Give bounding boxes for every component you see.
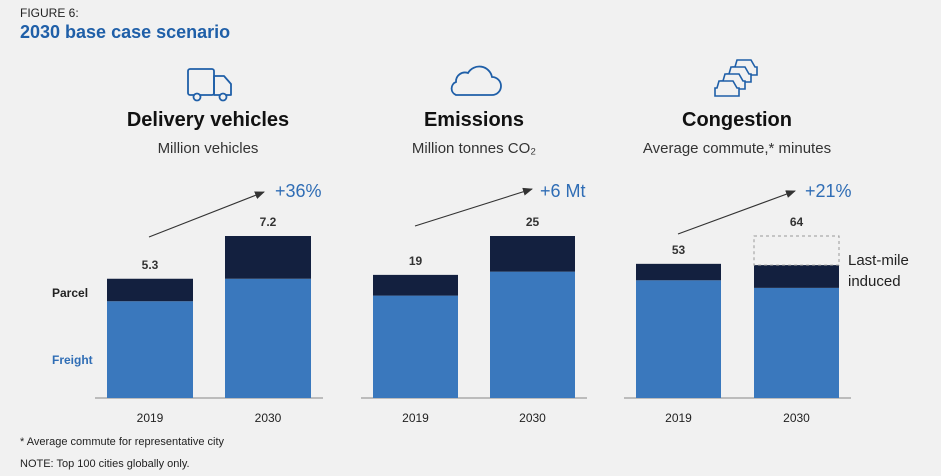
growth-arrow-emissions (414, 187, 533, 227)
total-label-2-2019: 53 (672, 243, 686, 257)
note: NOTE: Top 100 cities globally only. (20, 458, 190, 470)
figure-title: 2030 base case scenario (20, 22, 230, 42)
total-label-0-2030: 7.2 (260, 215, 277, 229)
bar-1-2019-upper (373, 274, 458, 296)
bar-2-2019-upper (636, 263, 721, 281)
tick-label-2-2030: 2030 (783, 411, 810, 425)
panel-title-emissions: Emissions (424, 109, 524, 131)
change-label-emissions: +6 Mt (540, 181, 586, 201)
panel-subtitle-congestion: Average commute,* minutes (643, 140, 831, 157)
panel-subtitle-emissions: Million tonnes CO₂ (412, 140, 536, 157)
series-label-parcel: Parcel (52, 286, 88, 300)
growth-arrow-congestion (677, 190, 796, 235)
callout-last-mile: Last-mile induced (848, 252, 913, 290)
total-label-1-2019: 19 (409, 254, 423, 268)
tick-label-1-2030: 2030 (519, 411, 546, 425)
bars-layer: 5.3 2019 7.2 2030 19 2019 25 2030 53 2019 64 2030 (95, 215, 851, 425)
dashed-total-2030 (753, 235, 840, 266)
bar-2-2030-upper (754, 265, 839, 288)
callout-line-1: Last-mile (848, 252, 909, 269)
bar-2-2019-lower (636, 280, 721, 398)
tick-label-0-2019: 2019 (137, 411, 164, 425)
tick-label-1-2019: 2019 (402, 411, 429, 425)
delivery-truck-icon (187, 68, 232, 102)
tick-label-0-2030: 2030 (255, 411, 282, 425)
traffic-cars-icon (714, 59, 758, 97)
panel-title-delivery: Delivery vehicles (127, 109, 289, 131)
growth-arrow-delivery (148, 191, 265, 238)
bar-0-2019-lower (107, 301, 193, 398)
bar-0-2030-lower (225, 278, 311, 398)
bar-0-2019-upper (107, 278, 193, 302)
footnote: * Average commute for representative cit… (20, 436, 225, 448)
tick-label-2-2019: 2019 (665, 411, 692, 425)
figure-label: FIGURE 6: (20, 6, 79, 20)
change-label-congestion: +21% (805, 181, 852, 201)
total-label-2-2030: 64 (790, 215, 804, 229)
bar-1-2030-upper (490, 236, 575, 272)
panel-subtitle-delivery: Million vehicles (158, 140, 259, 157)
bar-1-2030-lower (490, 271, 575, 398)
bar-1-2019-lower (373, 295, 458, 398)
callout-line-2: induced (848, 273, 901, 290)
change-label-delivery: +36% (275, 181, 322, 201)
total-label-0-2019: 5.3 (142, 258, 159, 272)
bar-0-2030-upper (225, 236, 311, 279)
series-label-freight: Freight (52, 353, 93, 367)
panel-title-congestion: Congestion (682, 109, 792, 131)
bar-2-2030-lower (754, 287, 839, 398)
cloud-icon (450, 65, 502, 96)
total-label-1-2030: 25 (526, 215, 540, 229)
